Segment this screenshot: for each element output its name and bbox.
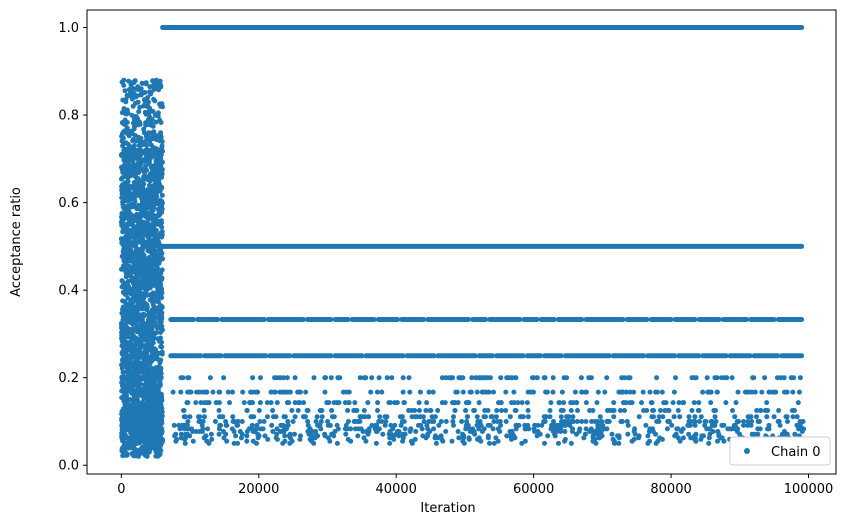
low-acceptance-points (170, 375, 807, 446)
y-axis-label: Acceptance ratio (9, 187, 24, 297)
x-tick-label: 20000 (238, 482, 279, 497)
y-tick-label: 1.0 (58, 21, 79, 36)
x-tick-label: 40000 (376, 482, 417, 497)
legend-marker (744, 448, 750, 454)
burn-in-points (118, 77, 166, 459)
data-points (118, 25, 807, 459)
x-tick-label: 80000 (650, 482, 691, 497)
y-tick-label: 0.6 (58, 196, 79, 211)
x-tick-label: 60000 (513, 482, 554, 497)
legend-box (729, 436, 831, 466)
x-axis-ticks: 0 20000 40000 60000 80000 100000 (117, 474, 833, 497)
x-tick-label: 100000 (784, 482, 834, 497)
x-tick-label: 0 (117, 482, 125, 497)
plot-frame (86, 9, 837, 475)
x-axis-label: Iteration (420, 501, 475, 516)
y-axis-ticks: 0.0 0.2 0.4 0.6 0.8 1.0 (58, 21, 87, 474)
legend-label: Chain 0 (771, 445, 821, 460)
y-tick-label: 0.2 (58, 371, 79, 386)
legend: Chain 0 (729, 436, 831, 466)
y-tick-label: 0.4 (58, 284, 79, 299)
y-tick-label: 0.0 (58, 459, 79, 474)
y-tick-label: 0.8 (58, 109, 79, 124)
